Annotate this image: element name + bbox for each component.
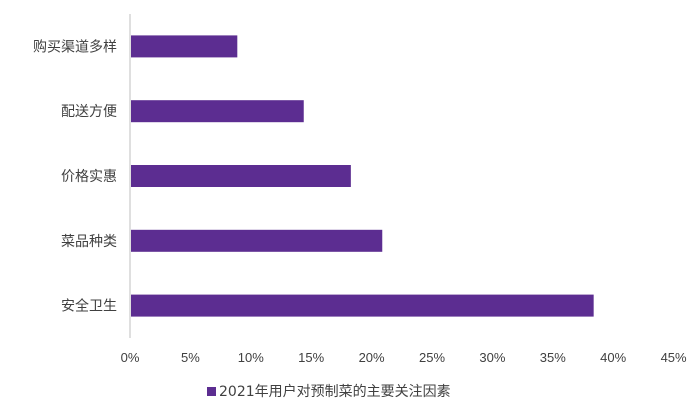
bar-0 [131, 35, 238, 58]
x-tick-label: 25% [419, 350, 445, 365]
category-label: 配送方便 [61, 104, 117, 120]
x-tick-label: 40% [600, 350, 626, 365]
category-label: 菜品种类 [61, 234, 117, 250]
x-tick-label: 45% [661, 350, 687, 365]
x-tick-label: 5% [181, 350, 200, 365]
x-tick-label: 15% [298, 350, 324, 365]
x-tick-label: 20% [359, 350, 385, 365]
category-label: 购买渠道多样 [33, 38, 117, 55]
category-label: 安全卫生 [61, 298, 117, 315]
legend-swatch [207, 387, 216, 396]
bar-4 [131, 294, 594, 317]
legend-label: 2021年用户对预制菜的主要关注因素 [219, 383, 451, 400]
x-tick-label: 30% [479, 350, 505, 365]
legend: 2021年用户对预制菜的主要关注因素 [207, 383, 451, 400]
bar-1 [131, 100, 304, 123]
x-tick-labels: 0% 5% 10% 15% 20% 25% 30% 35% 40% 45% [121, 350, 687, 365]
bar-2 [131, 165, 351, 187]
bars [131, 35, 594, 317]
x-tick-label: 10% [238, 350, 264, 365]
category-label: 价格实惠 [61, 169, 117, 185]
x-tick-label: 0% [121, 350, 140, 365]
bar-3 [131, 229, 383, 252]
x-tick-label: 35% [540, 350, 566, 365]
